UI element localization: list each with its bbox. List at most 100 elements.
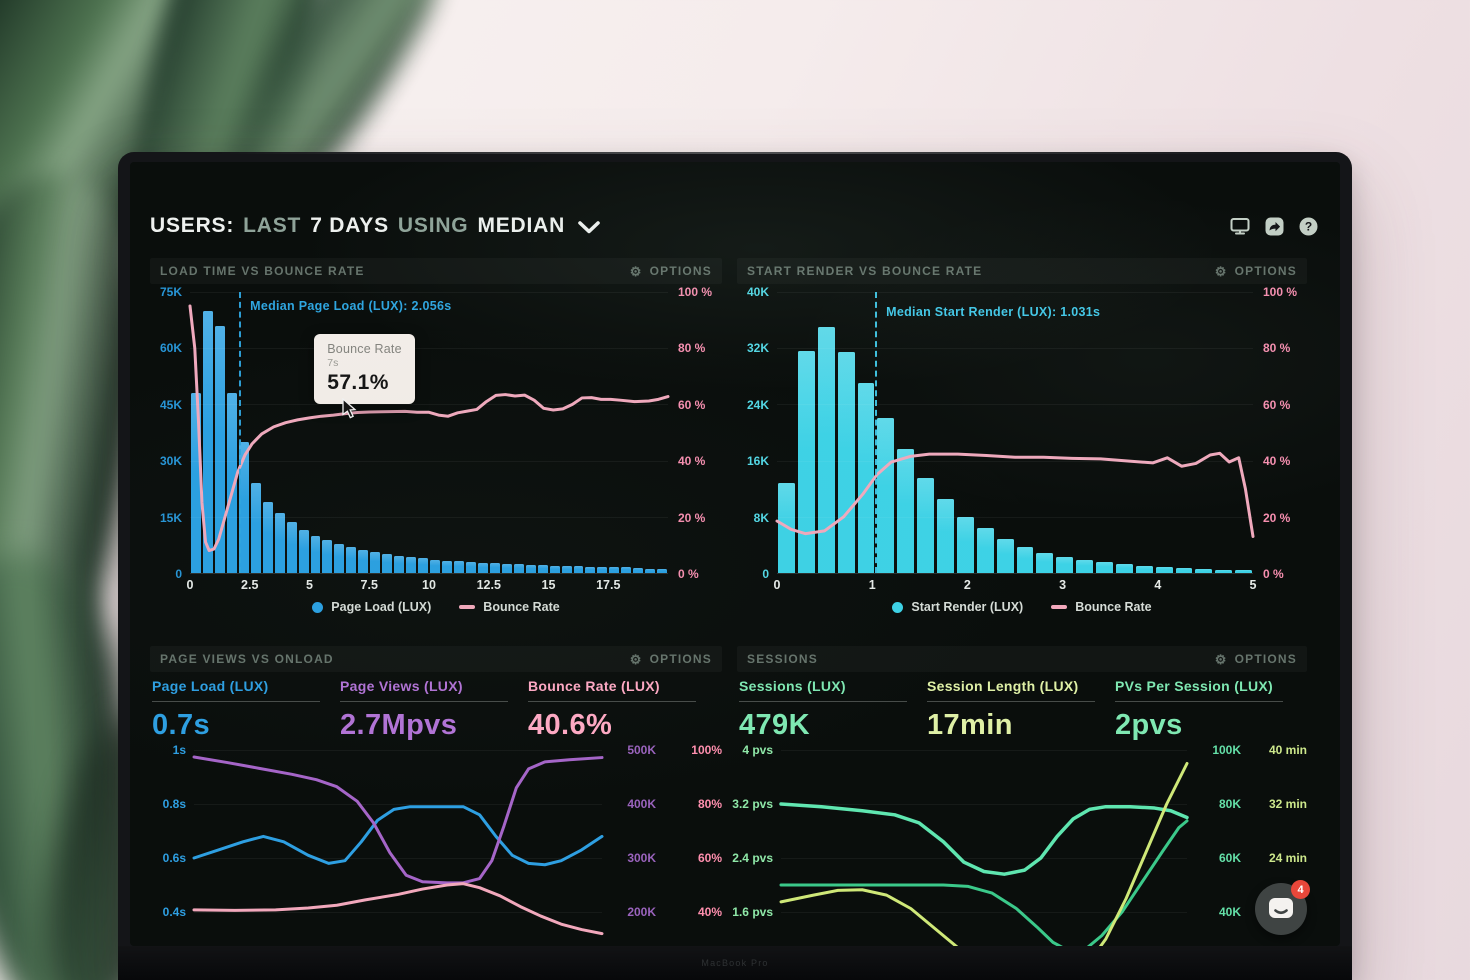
options-button[interactable]: ⚙ OPTIONS	[1215, 652, 1297, 666]
bar[interactable]	[621, 567, 632, 573]
median-label: Median Page Load (LUX): 2.056s	[250, 299, 452, 313]
options-button[interactable]: ⚙ OPTIONS	[630, 652, 712, 666]
display-icon[interactable]	[1230, 217, 1250, 235]
bar[interactable]	[1056, 556, 1074, 573]
bar[interactable]	[250, 483, 261, 573]
bar[interactable]	[1135, 565, 1153, 573]
metric-label: Sessions (LUX)	[739, 678, 846, 694]
y-axis-left: 4 pvs 3.2 pvs 2.4 pvs 1.6 pvs	[732, 743, 781, 946]
bar[interactable]	[394, 555, 405, 573]
bar[interactable]	[1235, 570, 1252, 573]
median-line	[239, 292, 242, 573]
bar[interactable]	[262, 501, 273, 573]
bar[interactable]	[877, 418, 895, 573]
bar[interactable]	[657, 569, 668, 573]
bar[interactable]	[1076, 560, 1093, 573]
bar[interactable]	[609, 567, 620, 573]
bar[interactable]	[996, 538, 1014, 573]
bar[interactable]	[406, 557, 417, 573]
load-time-plot[interactable]: Median Page Load (LUX): 2.056s Bounce Ra…	[190, 292, 668, 574]
bar[interactable]	[857, 383, 875, 573]
bar[interactable]	[1155, 567, 1173, 573]
bar[interactable]	[513, 564, 524, 573]
bar[interactable]	[1195, 568, 1213, 573]
bar[interactable]	[191, 393, 201, 573]
bar[interactable]	[358, 549, 369, 573]
bar[interactable]	[1175, 568, 1193, 573]
bar[interactable]	[645, 568, 656, 573]
bar[interactable]	[976, 528, 994, 573]
bar[interactable]	[286, 522, 297, 573]
bar[interactable]	[382, 553, 393, 573]
axis-tick: 80K	[1218, 797, 1241, 811]
bar[interactable]	[917, 478, 934, 573]
dashboard-title-dropdown[interactable]: USERS: LAST 7 DAYS USING MEDIAN	[150, 214, 600, 238]
bar[interactable]	[525, 564, 536, 573]
bar[interactable]	[346, 546, 357, 573]
chat-bubble[interactable]: 4	[1255, 880, 1310, 935]
bar-series	[190, 292, 668, 573]
axis-tick: 400K	[627, 797, 656, 811]
panel-title: LOAD TIME VS BOUNCE RATE	[160, 264, 365, 278]
bar[interactable]	[573, 566, 584, 573]
tooltip-series: Bounce Rate	[327, 342, 402, 357]
bar[interactable]	[226, 393, 237, 573]
metric-label: Page Views (LUX)	[340, 678, 463, 694]
bar[interactable]	[442, 560, 452, 573]
bar[interactable]	[597, 566, 608, 573]
bar[interactable]	[1016, 547, 1034, 573]
bar[interactable]	[214, 325, 225, 573]
bar[interactable]	[465, 562, 476, 573]
bar[interactable]	[956, 516, 974, 573]
bar[interactable]	[238, 441, 249, 573]
bar[interactable]	[453, 561, 464, 573]
bar[interactable]	[501, 564, 512, 573]
bar[interactable]	[274, 513, 285, 573]
bar[interactable]	[418, 558, 429, 573]
gridline	[777, 460, 1253, 462]
gridline	[781, 858, 1187, 859]
laptop: USERS: LAST 7 DAYS USING MEDIAN ?	[118, 152, 1352, 980]
svg-text:?: ?	[1305, 219, 1312, 233]
bar[interactable]	[537, 565, 548, 573]
chevron-down-icon	[578, 221, 600, 234]
bar[interactable]	[549, 565, 560, 573]
page-views-plot[interactable]	[194, 746, 602, 946]
gridline	[777, 404, 1253, 406]
bar[interactable]	[334, 543, 345, 573]
options-button[interactable]: ⚙ OPTIONS	[1215, 264, 1297, 278]
bar[interactable]	[1215, 569, 1233, 573]
bar[interactable]	[585, 566, 596, 573]
start-render-plot[interactable]: Median Start Render (LUX): 1.031s	[777, 292, 1253, 574]
bar[interactable]	[937, 499, 954, 573]
sessions-plot[interactable]	[781, 746, 1187, 946]
bar[interactable]	[298, 529, 309, 573]
axis-tick: 80 %	[678, 341, 706, 356]
bar[interactable]	[561, 565, 572, 573]
bar[interactable]	[322, 540, 333, 573]
gridline	[190, 460, 668, 462]
options-button[interactable]: ⚙ OPTIONS	[630, 264, 712, 278]
gridline	[194, 858, 602, 859]
bar[interactable]	[310, 535, 321, 573]
share-icon[interactable]	[1265, 217, 1284, 236]
bar[interactable]	[477, 562, 488, 573]
help-icon[interactable]: ?	[1299, 217, 1318, 236]
bar[interactable]	[1036, 553, 1054, 573]
axis-tick: 40K	[746, 285, 769, 299]
bar[interactable]	[633, 567, 644, 573]
bar[interactable]	[489, 563, 500, 573]
axis-tick: 80%	[697, 797, 722, 811]
bar[interactable]	[897, 448, 915, 573]
gridline	[190, 404, 668, 406]
bar[interactable]	[797, 351, 815, 573]
gear-icon: ⚙	[1214, 651, 1228, 667]
bar[interactable]	[370, 552, 381, 573]
gridline	[781, 912, 1187, 913]
bar[interactable]	[1096, 562, 1113, 573]
bar[interactable]	[1115, 563, 1133, 573]
dashboard-screen: USERS: LAST 7 DAYS USING MEDIAN ?	[130, 162, 1340, 946]
bar[interactable]	[202, 310, 213, 573]
bar[interactable]	[430, 559, 441, 573]
bar[interactable]	[817, 327, 835, 573]
